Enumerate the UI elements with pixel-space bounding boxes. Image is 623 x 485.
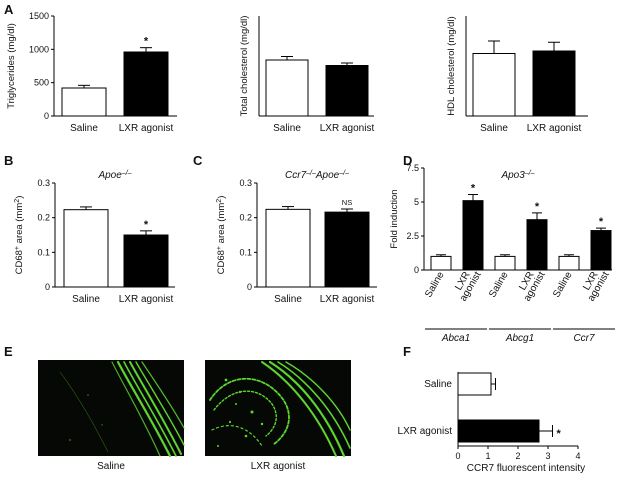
group-label: Abca1 (441, 333, 470, 344)
x-category-label: Saline (72, 294, 100, 305)
y-tick-label: 1000 (29, 44, 49, 54)
bar-saline (265, 59, 309, 117)
apoe-cd68-chart: 0 0.1 0.2 0.3 CD68+ area (mm2) Apoe–/– Saline *… (14, 170, 175, 305)
y-tick-label: 0.1 (37, 247, 50, 257)
x-tick-label: 3 (545, 451, 550, 461)
micrograph-caption-saline: Saline (97, 461, 125, 472)
bar-lxr-agonist (457, 419, 540, 443)
y-tick-label: 7.5 (406, 163, 419, 173)
x-category-label: Saline (70, 123, 98, 134)
x-category-label: Saline (274, 294, 302, 305)
y-tick-label: 2.5 (406, 231, 419, 241)
x-category-label: LXR agonist (527, 123, 582, 134)
y-axis-label: Triglycerides (mg/dl) (6, 23, 17, 109)
chart-title: Ccr7–/–Apoe–/– (285, 170, 349, 182)
panel-label-b: B (4, 153, 13, 168)
panel-label-c: C (193, 153, 203, 168)
panel-label-f: F (403, 344, 411, 359)
y-axis-label: Total cholesterol (mg/dl) (239, 16, 250, 117)
x-bar-label: Saline (423, 270, 447, 300)
bar-lxr-agonist (123, 234, 169, 288)
y-tick-label: 0.3 (239, 178, 252, 188)
y-tick-label: 0.2 (37, 213, 50, 223)
x-category-label: LXR agonist (119, 123, 174, 134)
significance-marker: * (557, 428, 562, 440)
bar-lxr-agonist (526, 219, 548, 271)
y-tick-label: 0 (414, 265, 419, 275)
y-axis-label: CD68+ area (mm2) (216, 196, 228, 275)
y-tick-label: 1500 (29, 11, 49, 21)
bar-lxr-agonist (590, 230, 612, 271)
bar-lxr-agonist (325, 65, 369, 117)
bar-saline (61, 87, 107, 117)
bar-lxr-agonist (123, 51, 169, 117)
ccr7-apoe-cd68-chart: 0 0.1 0.2 0.3 CD68+ area (mm2) Ccr7–/–Apoe–/–… (216, 170, 377, 305)
panel-label-e: E (4, 344, 13, 359)
x-tick-label: 4 (575, 451, 580, 461)
y-category-label: Saline (424, 379, 452, 390)
chart-title: Apo3–/– (500, 170, 534, 182)
ccr7-fluorescence-chart: 0 1 2 3 4 CCR7 fluorescent intensity Saline * LX… (398, 372, 585, 474)
significance-marker: * (471, 183, 476, 195)
bar-lxr-agonist (324, 211, 370, 288)
y-tick-label: 0 (45, 282, 50, 292)
panel-label-a: A (4, 2, 14, 17)
bar-saline (494, 255, 516, 271)
micrograph-saline (38, 360, 185, 458)
x-category-label: LXR agonist (320, 123, 375, 134)
significance-marker: * (144, 219, 149, 231)
y-tick-label: 0 (247, 282, 252, 292)
bar-saline (558, 255, 580, 271)
x-axis-label: CCR7 fluorescent intensity (467, 463, 585, 474)
micrograph-caption-lxr-agonist: LXR agonist (251, 461, 306, 472)
y-tick-label: 5 (414, 197, 419, 207)
x-category-label: LXR agonist (119, 294, 174, 305)
micrograph-lxr-agonist (205, 360, 351, 458)
x-bar-label: Saline (487, 270, 511, 300)
y-axis-label: Fold induction (389, 189, 400, 248)
total-cholesterol-chart: Total cholesterol (mg/dl) Saline LXR agoni… (239, 16, 374, 134)
x-category-label: LXR agonist (320, 294, 375, 305)
bar-saline (472, 53, 516, 117)
significance-marker: * (144, 36, 149, 48)
significance-marker: * (535, 201, 540, 213)
chart-title: Apoe–/– (97, 170, 131, 182)
x-bar-label: Saline (551, 270, 575, 300)
y-tick-label: 0.2 (239, 213, 252, 223)
y-axis-label: CD68+ area (mm2) (14, 196, 26, 275)
group-label: Abcg1 (505, 333, 534, 344)
triglycerides-chart: 0 500 1000 1500 Triglycerides (mg/dl) Saline *… (6, 11, 177, 134)
x-category-label: Saline (480, 123, 508, 134)
hdl-cholesterol-chart: HDL cholesterol (mg/dl) Saline LXR agonist (446, 16, 588, 134)
y-tick-label: 0 (44, 111, 49, 121)
y-category-label: LXR agonist (398, 426, 453, 437)
y-tick-label: 0.3 (37, 178, 50, 188)
significance-marker: * (599, 216, 604, 228)
x-tick-label: 0 (455, 451, 460, 461)
y-tick-label: 0.1 (239, 247, 252, 257)
x-tick-label: 1 (485, 451, 490, 461)
group-label: Ccr7 (573, 333, 595, 344)
y-tick-label: 500 (34, 78, 49, 88)
x-tick-label: 2 (515, 451, 520, 461)
bar-saline (457, 372, 492, 396)
x-category-label: Saline (273, 123, 301, 134)
bar-saline (430, 255, 452, 271)
y-axis-label: HDL cholesterol (mg/dl) (446, 16, 457, 115)
bar-lxr-agonist (462, 200, 484, 271)
bar-lxr-agonist (532, 50, 576, 117)
bar-saline (265, 208, 311, 288)
panel-label-d: D (403, 153, 412, 168)
significance-marker: NS (342, 198, 352, 207)
bar-saline (63, 209, 109, 288)
